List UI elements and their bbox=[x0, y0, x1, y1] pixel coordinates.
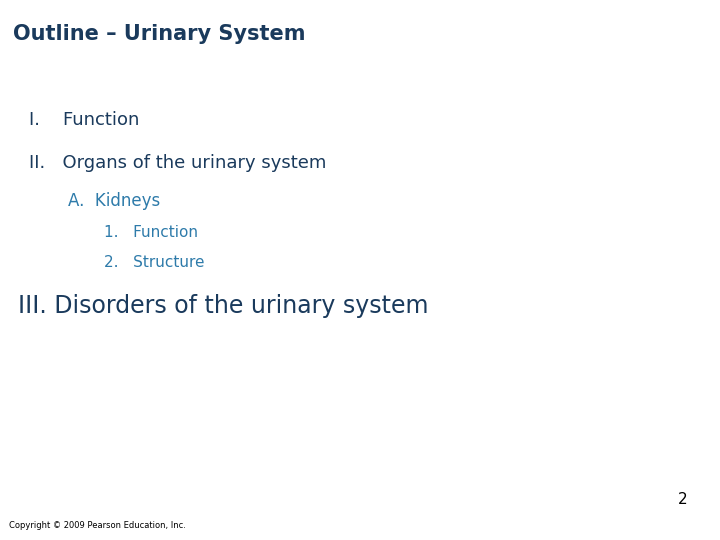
Text: Outline – Urinary System: Outline – Urinary System bbox=[13, 24, 305, 44]
Text: III. Disorders of the urinary system: III. Disorders of the urinary system bbox=[18, 294, 428, 318]
Text: Copyright © 2009 Pearson Education, Inc.: Copyright © 2009 Pearson Education, Inc. bbox=[9, 521, 186, 530]
Text: A.  Kidneys: A. Kidneys bbox=[68, 192, 161, 210]
Text: II.   Organs of the urinary system: II. Organs of the urinary system bbox=[29, 154, 326, 172]
Text: 2: 2 bbox=[678, 491, 688, 507]
Text: I.    Function: I. Function bbox=[29, 111, 139, 129]
Text: 1.   Function: 1. Function bbox=[104, 225, 199, 240]
Text: 2.   Structure: 2. Structure bbox=[104, 255, 205, 270]
